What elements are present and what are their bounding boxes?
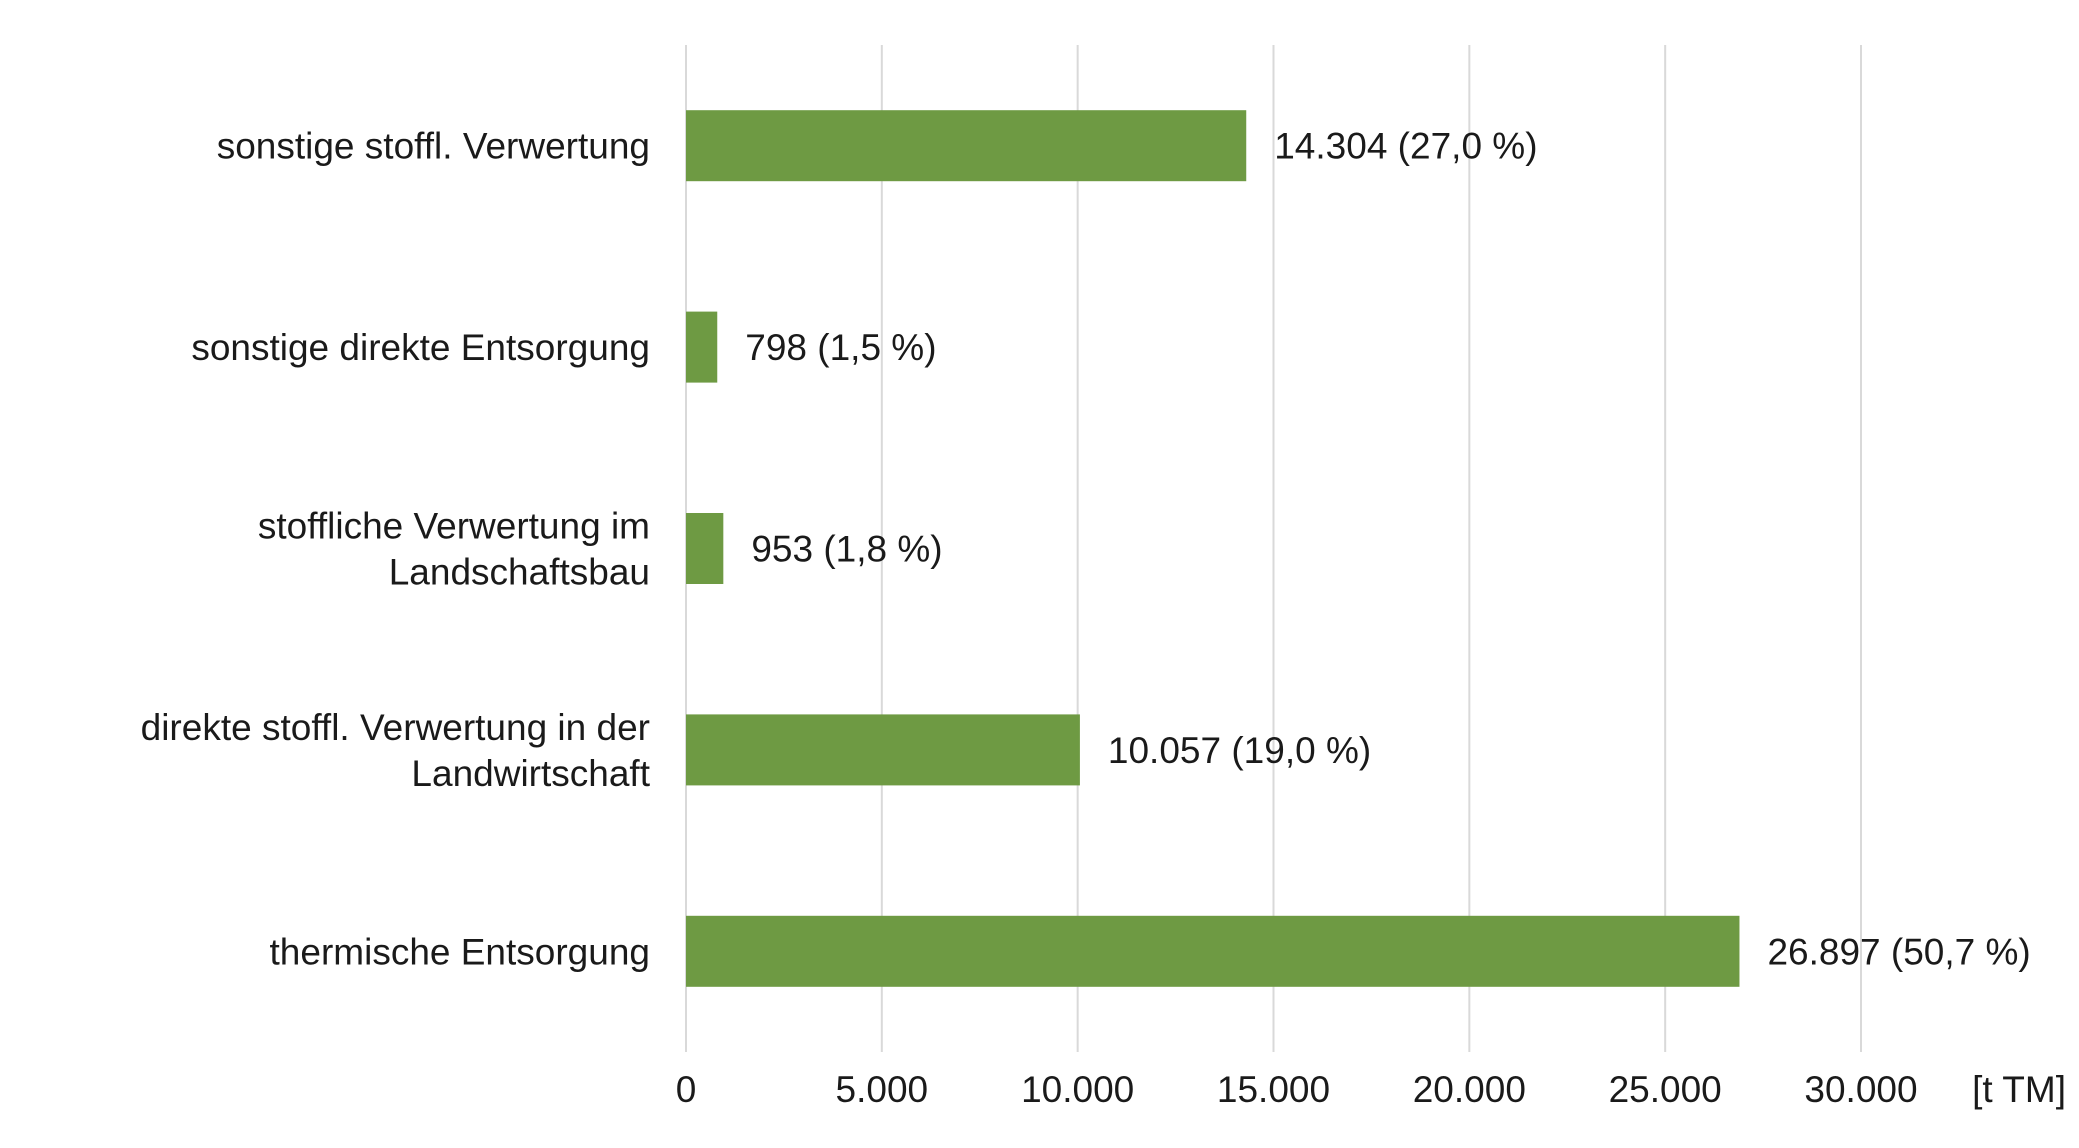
x-tick-label: 15.000: [1217, 1069, 1330, 1110]
data-label: 10.057 (19,0 %): [1108, 730, 1371, 771]
x-tick-label: 30.000: [1804, 1069, 1917, 1110]
x-tick-label: 5.000: [836, 1069, 929, 1110]
data-label: 798 (1,5 %): [745, 327, 936, 368]
x-axis-unit-label: [t TM]: [1972, 1069, 2066, 1110]
category-label: direkte stoffl. Verwertung in der Landwir…: [141, 707, 651, 794]
x-tick-label: 20.000: [1413, 1069, 1526, 1110]
category-label-line: direkte stoffl. Verwertung in der: [141, 707, 650, 748]
labels: 0 5.000 10.000 15.000 20.000 25.000 30.000 14.3…: [141, 126, 2031, 1110]
grid-lines: [685, 45, 1862, 1052]
category-label-line: sonstige direkte Entsorgung: [191, 327, 650, 368]
category-label-line: Landwirtschaft: [411, 753, 650, 794]
data-label: 26.897 (50,7 %): [1767, 931, 2030, 972]
bars: [686, 110, 1740, 987]
category-label: stoffliche Verwertung im Landschaftsbau: [258, 506, 650, 593]
x-tick-label: 10.000: [1021, 1069, 1134, 1110]
x-tick-label: 25.000: [1609, 1069, 1722, 1110]
bar: [686, 110, 1247, 182]
category-label: sonstige stoffl. Verwertung: [217, 126, 650, 167]
category-label: thermische Entsorgung: [270, 931, 650, 972]
category-label-line: stoffliche Verwertung im: [258, 506, 650, 547]
bar: [686, 915, 1740, 987]
category-label-line: Landschaftsbau: [389, 552, 650, 593]
bar: [686, 513, 724, 584]
category-label-line: sonstige stoffl. Verwertung: [217, 126, 650, 167]
x-tick-label: 0: [676, 1069, 697, 1110]
bar: [686, 311, 718, 383]
category-label-line: thermische Entsorgung: [270, 931, 650, 972]
category-label: sonstige direkte Entsorgung: [191, 327, 650, 368]
bar: [686, 714, 1080, 786]
data-label: 953 (1,8 %): [751, 529, 942, 570]
data-label: 14.304 (27,0 %): [1274, 126, 1537, 167]
